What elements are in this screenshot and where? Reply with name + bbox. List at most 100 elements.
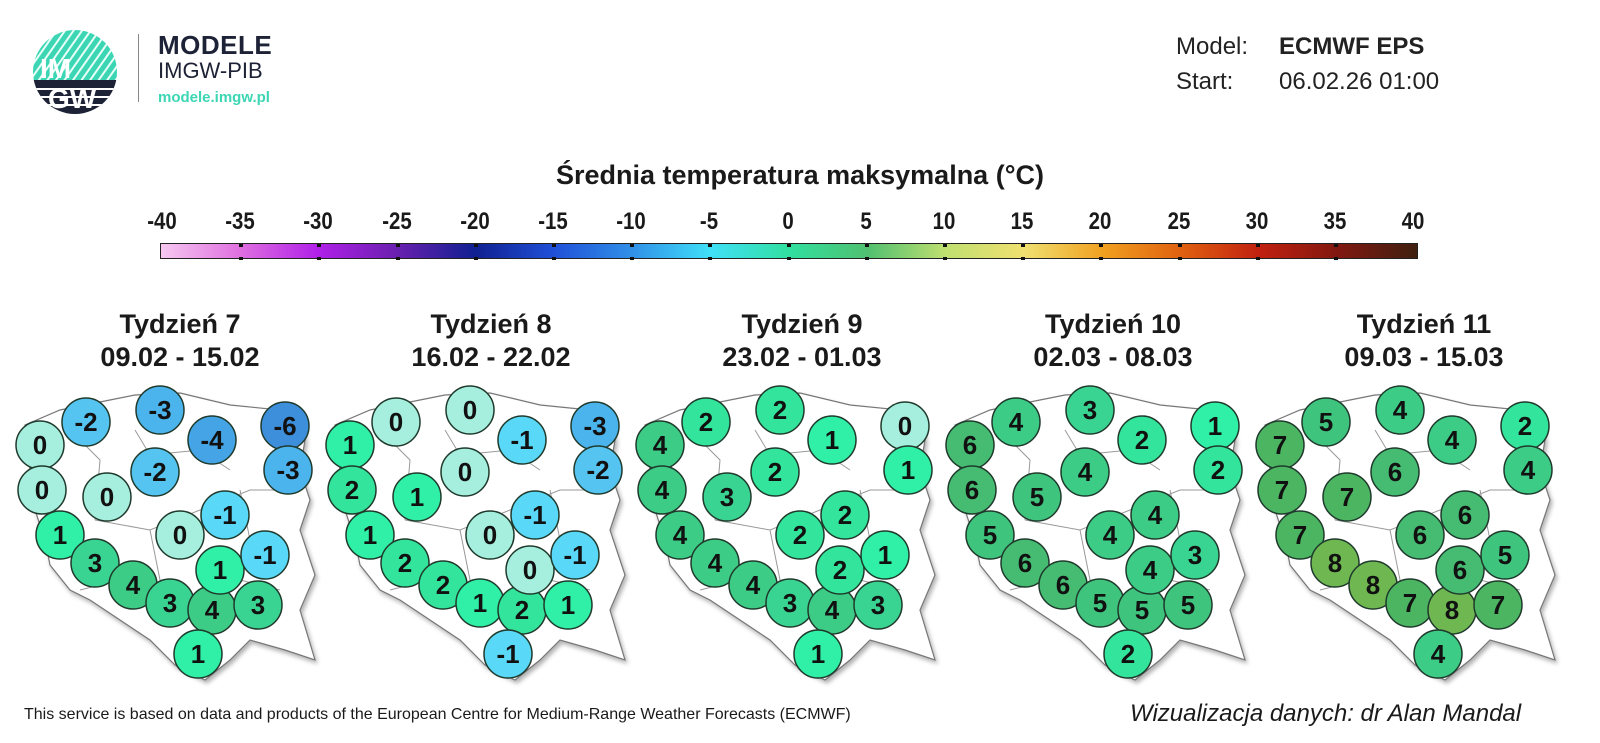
- temperature-circle: [853, 580, 903, 630]
- temperature-value: 6: [1018, 548, 1032, 578]
- temperature-value: 3: [871, 590, 885, 620]
- region-border: [404, 489, 610, 531]
- imgw-logo: IM GW: [33, 30, 117, 114]
- temperature-circle: [775, 510, 825, 560]
- temperature-value: 1: [811, 639, 825, 669]
- temperature-circle: [860, 530, 910, 580]
- colorbar-tick-label: -20: [460, 208, 490, 235]
- model-label: Model:: [1176, 33, 1249, 60]
- temperature-circle: [173, 629, 223, 679]
- brand-subtitle: IMGW-PIB: [158, 58, 263, 83]
- temperature-value: 2: [793, 520, 807, 550]
- temperature-circle: [820, 490, 870, 540]
- temperature-circle: [1065, 385, 1115, 435]
- temperature-value: 4: [653, 430, 668, 460]
- temperature-circle: [1370, 447, 1420, 497]
- temperature-value: 1: [191, 639, 205, 669]
- temperature-circle: [1060, 447, 1110, 497]
- temperature-circle: [200, 490, 250, 540]
- temperature-value: -1: [563, 540, 586, 570]
- svg-text:GW: GW: [48, 83, 97, 114]
- model-value: ECMWF EPS: [1279, 33, 1425, 60]
- temperature-circle: [681, 397, 731, 447]
- week-header: Tydzień 8 16.02 - 22.02: [361, 308, 621, 374]
- temperature-value: 4: [1143, 555, 1158, 585]
- temperature-value: 4: [746, 570, 761, 600]
- credit: Wizualizacja danych: dr Alan Mandal: [1130, 700, 1522, 727]
- colorbar-tick-mark: [395, 257, 400, 260]
- temperature-value: 1: [363, 520, 377, 550]
- temperature-value: 6: [1453, 555, 1467, 585]
- temperature-circle: [702, 472, 752, 522]
- temperature-value: 3: [251, 590, 265, 620]
- temperature-circle: [543, 580, 593, 630]
- temperature-circle: [573, 445, 623, 495]
- temperature-circle: [61, 397, 111, 447]
- temperature-circle: [135, 385, 185, 435]
- temperature-value: 6: [965, 475, 979, 505]
- temperature-value: -1: [523, 500, 546, 530]
- start-value: 06.02.26 01:00: [1279, 68, 1440, 95]
- temperature-value: 4: [1009, 407, 1024, 437]
- week-header: Tydzień 9 23.02 - 01.03: [672, 308, 932, 374]
- colorbar-tick-mark: [1334, 244, 1338, 247]
- colorbar-tick-mark: [786, 257, 791, 260]
- colorbar-tick-mark: [473, 244, 478, 247]
- temperature-circle: [233, 580, 283, 630]
- region-border: [1334, 489, 1540, 531]
- temperature-circle: [991, 397, 1041, 447]
- colorbar-tick-mark: [317, 244, 322, 247]
- temperature-value: 4: [1431, 639, 1446, 669]
- temperature-circle: [70, 538, 120, 588]
- colorbar-tick-mark: [708, 244, 713, 247]
- colorbar-tick-mark: [1255, 257, 1260, 260]
- brand-url[interactable]: modele.imgw.pl: [158, 89, 270, 106]
- temperature-value: 7: [1491, 590, 1505, 620]
- temperature-value: 4: [825, 595, 840, 625]
- temperature-circle: [1480, 530, 1530, 580]
- temperature-value: 0: [483, 520, 497, 550]
- temperature-circle: [1125, 545, 1175, 595]
- temperature-circle: [637, 465, 687, 515]
- temperature-circle: [465, 510, 515, 560]
- temperature-value: 5: [983, 520, 997, 550]
- temperature-value: 7: [1403, 588, 1417, 618]
- temperature-value: 3: [720, 482, 734, 512]
- logo-divider: [138, 34, 139, 102]
- temperature-circle: [445, 385, 495, 435]
- temperature-circle: [187, 415, 237, 465]
- colorbar-tick-mark: [786, 244, 791, 247]
- temperature-value: 5: [1319, 407, 1333, 437]
- temperature-value: -3: [583, 411, 606, 441]
- colorbar-tick-label: 0: [781, 208, 794, 235]
- colorbar-tick-mark: [708, 257, 713, 260]
- colorbar-tick-label: 35: [1323, 208, 1347, 235]
- temperature-value: 4: [655, 475, 670, 505]
- temperature-circle: [17, 465, 67, 515]
- temperature-circle: [755, 385, 805, 435]
- temperature-value: 1: [473, 588, 487, 618]
- region-border: [714, 489, 920, 531]
- temperature-value: 2: [768, 457, 782, 487]
- temperature-value: 6: [1458, 500, 1472, 530]
- colorbar-tick-mark: [317, 257, 322, 260]
- colorbar-tick-mark: [1334, 257, 1338, 260]
- colorbar-tick-mark: [1099, 244, 1104, 247]
- temperature-circle: [1000, 538, 1050, 588]
- temperature-value: 3: [1188, 540, 1202, 570]
- colorbar-tick-label: 30: [1245, 208, 1269, 235]
- colorbar-tick-label: 40: [1401, 208, 1425, 235]
- colorbar-tick-mark: [395, 244, 400, 247]
- colorbar-tick-label: -10: [616, 208, 646, 235]
- colorbar-tick-mark: [864, 244, 869, 247]
- temperature-circle: [1473, 580, 1523, 630]
- temperature-circle: [380, 538, 430, 588]
- temperature-circle: [130, 447, 180, 497]
- temperature-circle: [440, 447, 490, 497]
- temperature-circle: [750, 447, 800, 497]
- week-dates: 23.02 - 01.03: [722, 342, 882, 372]
- temperature-circle: [1440, 490, 1490, 540]
